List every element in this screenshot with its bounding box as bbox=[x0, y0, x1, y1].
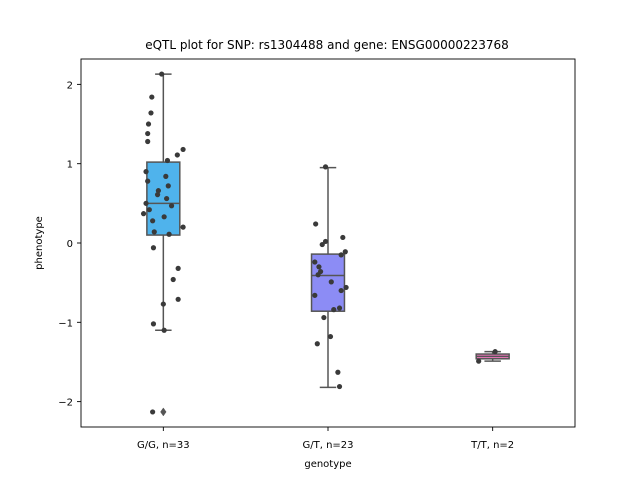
data-point bbox=[161, 214, 167, 220]
data-point bbox=[319, 241, 325, 248]
data-point bbox=[336, 305, 343, 311]
data-point bbox=[175, 265, 181, 271]
y-tick-label: 2 bbox=[67, 80, 73, 91]
data-point bbox=[145, 130, 151, 137]
y-tick-label: 0 bbox=[67, 239, 73, 250]
data-point bbox=[328, 279, 334, 285]
iqr-box bbox=[310, 253, 346, 312]
box-group-3 bbox=[475, 349, 510, 364]
data-point bbox=[492, 349, 498, 355]
data-point bbox=[180, 146, 186, 153]
data-point bbox=[327, 333, 334, 340]
data-point bbox=[159, 71, 165, 77]
data-point bbox=[154, 192, 161, 198]
data-point bbox=[143, 200, 149, 206]
outlier-marker bbox=[160, 407, 167, 417]
data-point bbox=[312, 292, 318, 298]
data-point bbox=[151, 229, 157, 235]
data-point bbox=[165, 183, 171, 189]
x-tick-label: T/T, n=2 bbox=[470, 440, 514, 451]
box-group-2 bbox=[310, 164, 349, 390]
chart-title: eQTL plot for SNP: rs1304488 and gene: E… bbox=[145, 38, 509, 52]
data-point bbox=[316, 264, 322, 270]
x-axis-label: genotype bbox=[304, 459, 351, 470]
data-point bbox=[322, 164, 329, 170]
data-point bbox=[315, 272, 321, 278]
box-group-1 bbox=[140, 71, 186, 417]
data-point bbox=[166, 231, 172, 237]
data-point bbox=[148, 110, 154, 116]
data-point bbox=[338, 252, 344, 258]
data-point bbox=[150, 218, 156, 224]
data-point bbox=[322, 238, 329, 245]
data-point bbox=[164, 157, 171, 164]
data-point bbox=[163, 173, 169, 179]
iqr-box bbox=[146, 161, 181, 236]
data-point bbox=[312, 259, 318, 265]
data-point bbox=[150, 409, 156, 415]
data-point bbox=[338, 287, 344, 294]
data-point bbox=[143, 169, 149, 175]
data-point bbox=[168, 203, 175, 209]
axis-ticks: G/G, n=33 G/T, n=23 T/T, n=2 2 1 0 −1 −2 bbox=[58, 80, 514, 451]
y-tick-label: −2 bbox=[58, 398, 73, 409]
data-point bbox=[340, 234, 346, 241]
data-point bbox=[336, 383, 343, 390]
data-point bbox=[321, 314, 327, 321]
data-point bbox=[331, 307, 337, 313]
data-point bbox=[145, 138, 151, 145]
y-axis-label: phenotype bbox=[34, 216, 45, 270]
data-point bbox=[342, 249, 348, 255]
data-point bbox=[155, 188, 161, 194]
data-point bbox=[140, 211, 147, 217]
data-point bbox=[150, 245, 157, 251]
data-point bbox=[146, 207, 152, 213]
data-point bbox=[476, 358, 482, 364]
data-point bbox=[170, 276, 176, 283]
y-tick-label: 1 bbox=[67, 160, 73, 171]
data-point bbox=[150, 321, 157, 327]
data-point bbox=[160, 301, 166, 307]
data-point bbox=[145, 178, 151, 184]
data-point bbox=[164, 195, 170, 202]
y-tick-label: −1 bbox=[58, 318, 73, 329]
data-point bbox=[343, 284, 349, 291]
data-point bbox=[313, 221, 319, 227]
data-point bbox=[175, 296, 181, 302]
data-point bbox=[180, 224, 186, 230]
data-point bbox=[145, 121, 152, 127]
data-point bbox=[335, 369, 341, 375]
data-point bbox=[161, 327, 167, 333]
x-tick-label: G/G, n=33 bbox=[137, 440, 190, 451]
x-tick-label: G/T, n=23 bbox=[302, 440, 353, 451]
data-point bbox=[314, 341, 320, 347]
data-point bbox=[174, 152, 180, 158]
data-point bbox=[149, 94, 155, 100]
plot-area bbox=[140, 71, 510, 417]
